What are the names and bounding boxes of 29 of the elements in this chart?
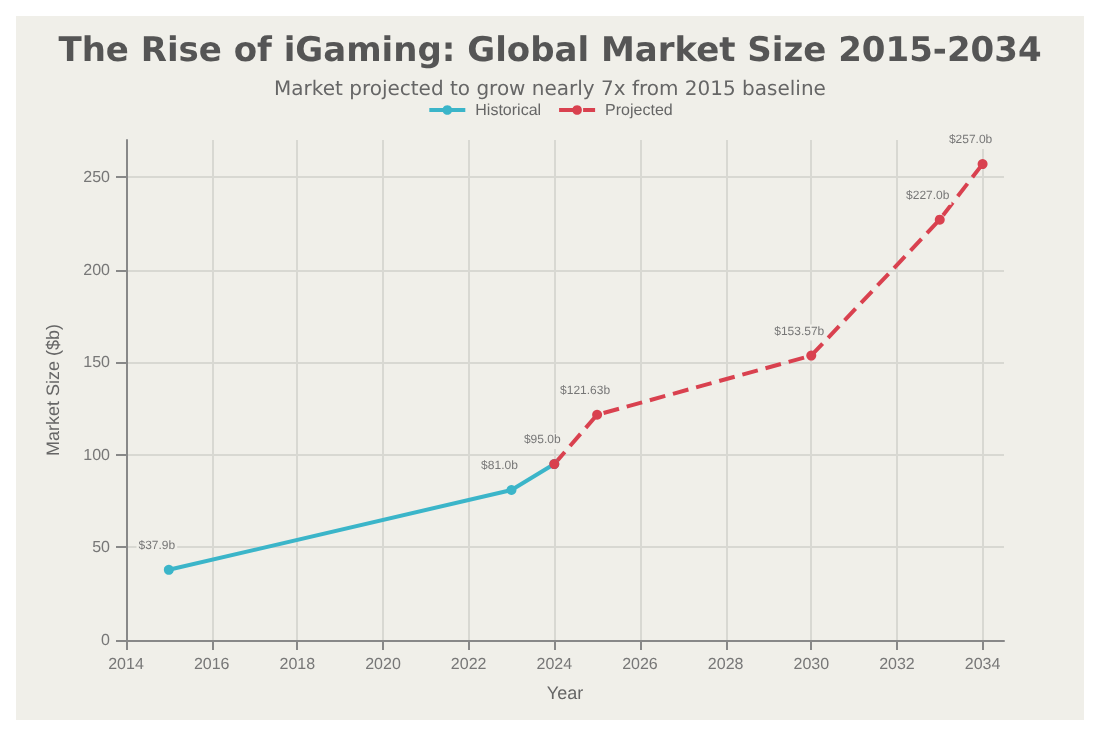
point [977,159,988,170]
point [592,409,603,420]
point [934,214,945,225]
x-tick-label: 2016 [193,655,231,673]
y-tick-label: 150 [83,353,112,372]
x-tick-label: 2018 [279,655,317,673]
legend-label: Projected [605,101,673,119]
y-tick-label: 50 [92,538,112,557]
chart-subtitle: Market projected to grow nearly 7x from 2015 baseline [274,79,826,101]
point [806,350,817,361]
point [163,564,174,575]
x-tick-label: 2032 [879,655,916,673]
x-tick-label: 2028 [707,655,745,673]
x-tick-label: 2022 [450,655,488,673]
x-tick-label: 2030 [793,655,831,673]
y-tick-label: 200 [83,260,112,279]
x-axis-title: Year [546,683,584,703]
x-tick-label: 2024 [536,655,574,673]
x-tick-label: 2026 [622,655,659,673]
x-tick-label: 2034 [964,655,1002,673]
y-axis-title: Market Size ($b) [42,323,63,457]
chart-title: The Rise of iGaming: Global Market Size 2015-2034 [58,31,1042,71]
y-tick-label: 250 [83,168,112,187]
legend-label: Historical [475,101,542,119]
x-tick-label: 2014 [108,655,145,673]
y-tick-label: 0 [101,631,112,649]
point [506,485,517,495]
x-tick-label: 2020 [365,655,402,673]
y-tick-label: 100 [83,445,112,464]
